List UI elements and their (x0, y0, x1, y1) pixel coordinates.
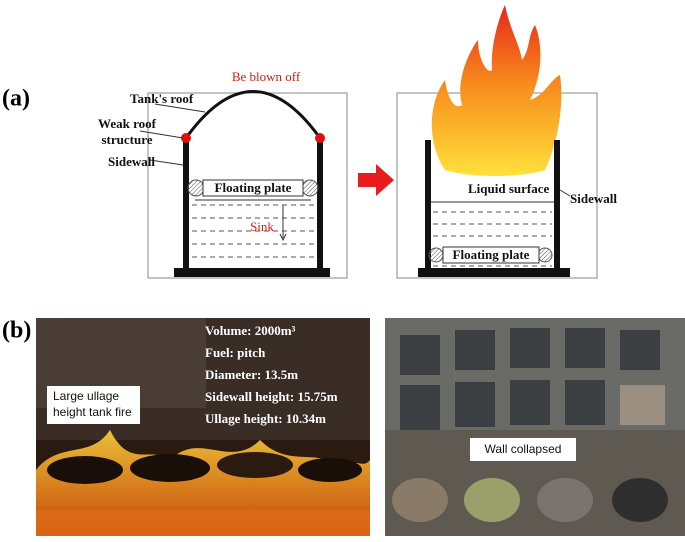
tank-after (396, 5, 598, 279)
arrow (358, 164, 394, 196)
annotation: Liquid surface (468, 181, 549, 196)
annotation: structure (101, 132, 152, 147)
annotation: Weak roof (98, 116, 157, 131)
annotation: Sidewall (108, 154, 155, 169)
photo-caption: Wall collapsed (485, 442, 562, 456)
spec-line: Volume: 2000m³ (205, 323, 296, 338)
spec-line: Diameter: 13.5m (205, 367, 298, 382)
annotation: Tank's roof (130, 91, 194, 106)
label: Floating plate (453, 247, 530, 262)
photo-caption: height tank fire (53, 405, 132, 419)
tank-before (139, 90, 348, 279)
spec-line: Ullage height: 10.34m (205, 411, 326, 426)
annotation: Sidewall (570, 191, 617, 206)
spec-line: Sidewall height: 15.75m (205, 389, 338, 404)
aftermath-photo (385, 318, 685, 536)
photo-caption: Large ullage (53, 389, 119, 403)
annotation: Sink (250, 219, 274, 234)
panel-label: (a) (2, 86, 30, 112)
panel-label: (b) (2, 318, 31, 344)
spec-line: Fuel: pitch (205, 345, 266, 360)
annotation: Be blown off (232, 69, 301, 84)
label: Floating plate (215, 180, 292, 195)
fire-photo (36, 318, 370, 536)
